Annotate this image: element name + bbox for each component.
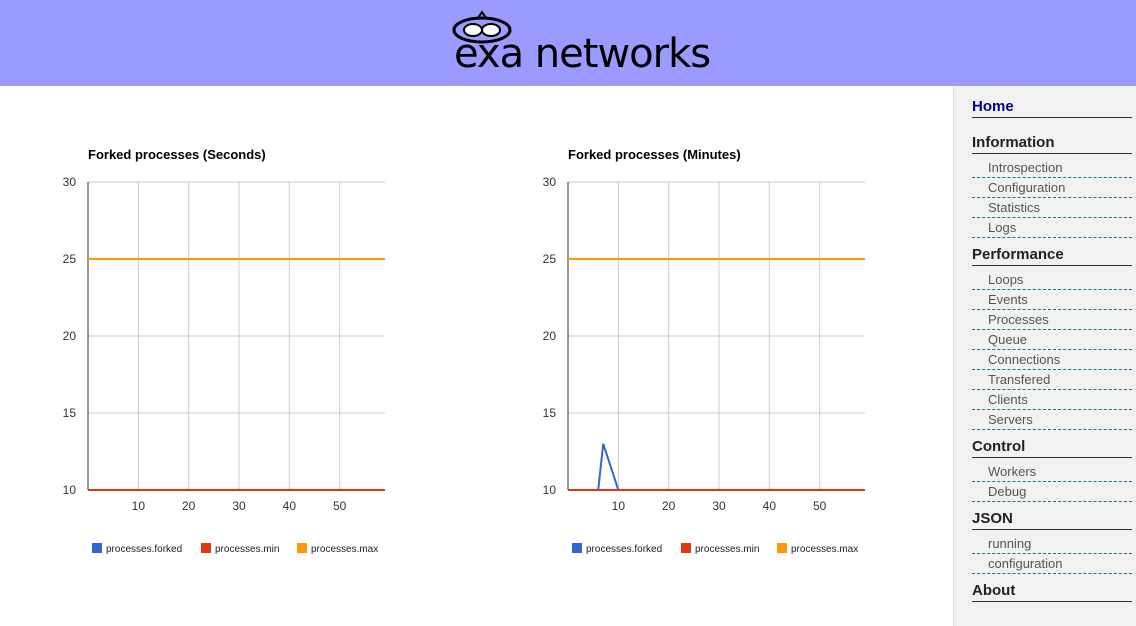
chart-minutes: Forked processes (Minutes) 10 15 20 25 30 10 2… [540, 140, 940, 570]
nav-item-events[interactable]: Events [972, 290, 1132, 310]
y-tick-label: 20 [543, 329, 557, 343]
y-tick-label: 25 [63, 252, 77, 266]
nav-item-loops[interactable]: Loops [972, 270, 1132, 290]
nav-section-about: About [972, 582, 1132, 602]
x-tick-label: 40 [283, 499, 297, 513]
y-tick-label: 30 [63, 175, 77, 189]
y-tick-label: 10 [63, 483, 77, 497]
nav-item-clients[interactable]: Clients [972, 390, 1132, 410]
x-tick-label: 20 [662, 499, 676, 513]
nav-item-workers[interactable]: Workers [972, 462, 1132, 482]
legend-item-forked: processes.forked [572, 543, 662, 555]
nav-item-transfered[interactable]: Transfered [972, 370, 1132, 390]
y-tick-label: 20 [63, 329, 77, 343]
nav-item-statistics[interactable]: Statistics [972, 198, 1132, 218]
legend-swatch [92, 543, 102, 553]
nav-section-control: Control [972, 438, 1132, 458]
legend-label: processes.max [311, 544, 379, 555]
nav-item-running[interactable]: running [972, 534, 1132, 554]
series-line-forked [597, 443, 620, 491]
nav-item-connections[interactable]: Connections [972, 350, 1132, 370]
legend-label: processes.max [791, 544, 859, 555]
legend-swatch [777, 543, 787, 553]
nav-item-configuration[interactable]: Configuration [972, 178, 1132, 198]
legend-swatch [681, 543, 691, 553]
legend-label: processes.forked [586, 544, 663, 555]
brand-name: exa networks [454, 31, 711, 77]
chart-plot: 10 15 20 25 30 10 20 30 40 50 [543, 175, 865, 513]
sidebar-nav: Home Information Introspection Configurati… [953, 86, 1136, 626]
x-tick-label: 30 [712, 499, 726, 513]
chart-title: Forked processes (Seconds) [88, 147, 266, 162]
y-tick-label: 30 [543, 175, 557, 189]
legend-label: processes.min [695, 544, 760, 555]
x-tick-label: 20 [182, 499, 196, 513]
legend-label: processes.forked [106, 544, 183, 555]
brand-logo[interactable]: exa networks [452, 10, 711, 76]
legend-item-max: processes.max [777, 543, 858, 555]
legend-item-max: processes.max [297, 543, 378, 555]
legend-item-forked: processes.forked [92, 543, 182, 555]
nav-item-logs[interactable]: Logs [972, 218, 1132, 238]
nav-section-performance: Performance [972, 246, 1132, 266]
y-tick-label: 10 [543, 483, 557, 497]
x-tick-label: 50 [333, 499, 347, 513]
legend-swatch [297, 543, 307, 553]
nav-item-debug[interactable]: Debug [972, 482, 1132, 502]
chart-title: Forked processes (Minutes) [568, 147, 741, 162]
nav-item-configuration[interactable]: configuration [972, 554, 1132, 574]
x-tick-label: 50 [813, 499, 827, 513]
chart-seconds: Forked processes (Seconds) 10 15 20 25 30 10 2… [60, 140, 460, 570]
nav-section-json: JSON [972, 510, 1132, 530]
nav-section-information: Information [972, 134, 1132, 154]
logo-mark-icon [452, 10, 512, 44]
x-tick-label: 40 [763, 499, 777, 513]
legend-swatch [572, 543, 582, 553]
nav-item-servers[interactable]: Servers [972, 410, 1132, 430]
x-tick-label: 10 [132, 499, 146, 513]
nav-item-introspection[interactable]: Introspection [972, 158, 1132, 178]
y-tick-label: 15 [63, 406, 77, 420]
y-tick-label: 25 [543, 252, 557, 266]
nav-item-queue[interactable]: Queue [972, 330, 1132, 350]
x-tick-label: 30 [232, 499, 246, 513]
site-header: exa networks [0, 0, 1136, 86]
x-tick-label: 10 [612, 499, 626, 513]
legend-label: processes.min [215, 544, 280, 555]
legend-item-min: processes.min [201, 543, 279, 555]
chart-plot: 10 15 20 25 30 10 20 30 40 50 [63, 175, 385, 513]
y-tick-label: 15 [543, 406, 557, 420]
nav-home-link[interactable]: Home [972, 98, 1132, 118]
legend-swatch [201, 543, 211, 553]
nav-item-processes[interactable]: Processes [972, 310, 1132, 330]
legend-item-min: processes.min [681, 543, 759, 555]
